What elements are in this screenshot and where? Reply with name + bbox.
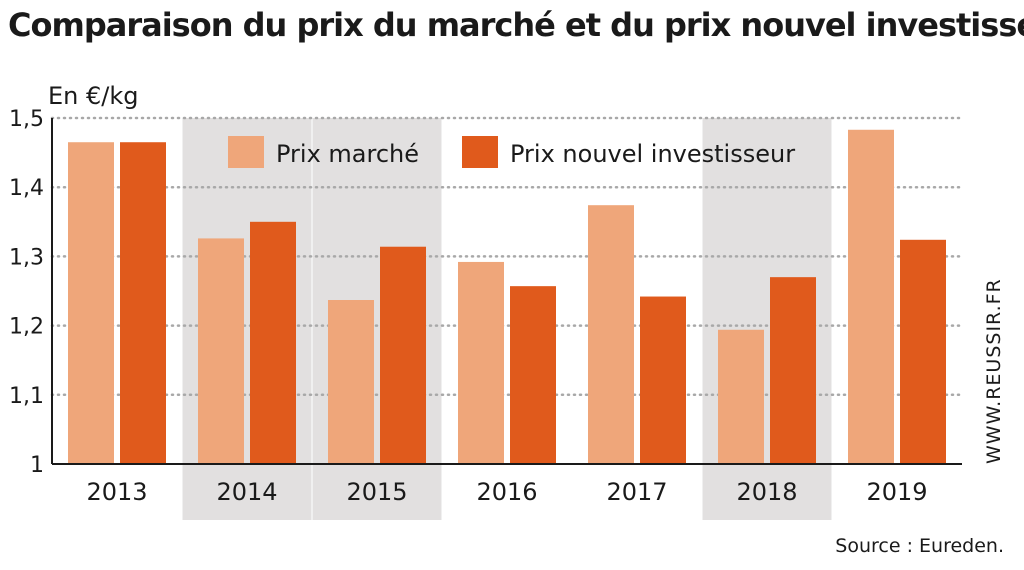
axes: 1 1,1 1,2 1,3 1,4 1,5 2013 2014 2015 2016 2017 2018… — [9, 107, 962, 506]
bar-prix-investisseur-2015 — [380, 246, 426, 464]
bar-prix-marche-2013 — [68, 142, 114, 464]
bar-prix-investisseur-2019 — [900, 239, 946, 464]
x-category-label: 2013 — [86, 478, 147, 506]
bars — [68, 129, 946, 465]
chart-title: Comparaison du prix du marché et du prix… — [8, 6, 1024, 44]
y-tick-label: 1,5 — [9, 107, 44, 132]
legend-swatch-prix-marche — [228, 136, 264, 168]
bar-prix-marche-2015 — [328, 299, 374, 464]
x-category-label: 2017 — [606, 478, 667, 506]
source-text: Source : Eureden. — [835, 535, 1004, 557]
bar-prix-marche-2019 — [848, 129, 894, 465]
legend-label-prix-marche: Prix marché — [276, 140, 419, 168]
bar-prix-investisseur-2014 — [250, 221, 296, 464]
legend-label-prix-investisseur: Prix nouvel investisseur — [510, 140, 795, 168]
bar-prix-investisseur-2016 — [510, 286, 556, 464]
y-tick-label: 1,4 — [9, 176, 44, 201]
bar-prix-investisseur-2018 — [770, 277, 816, 464]
x-category-label: 2016 — [476, 478, 537, 506]
bar-prix-investisseur-2013 — [120, 142, 166, 464]
legend: Prix marché Prix nouvel investisseur — [228, 136, 795, 168]
y-tick-label: 1,3 — [9, 245, 44, 270]
credit-text: WWW.REUSSIR.FR — [983, 278, 1005, 464]
bar-prix-marche-2014 — [198, 238, 244, 464]
x-category-label: 2018 — [736, 478, 797, 506]
x-category-label: 2019 — [866, 478, 927, 506]
y-axis-unit-label: En €/kg — [48, 82, 139, 110]
y-tick-label: 1,2 — [9, 315, 44, 340]
bar-prix-marche-2016 — [458, 261, 504, 464]
y-tick-label: 1,1 — [9, 384, 44, 409]
bar-prix-marche-2018 — [718, 329, 764, 464]
y-tick-label: 1 — [30, 453, 44, 478]
x-category-label: 2015 — [346, 478, 407, 506]
bar-prix-investisseur-2017 — [640, 296, 686, 464]
x-category-label: 2014 — [216, 478, 277, 506]
bar-prix-marche-2017 — [588, 205, 634, 464]
legend-swatch-prix-investisseur — [462, 136, 498, 168]
